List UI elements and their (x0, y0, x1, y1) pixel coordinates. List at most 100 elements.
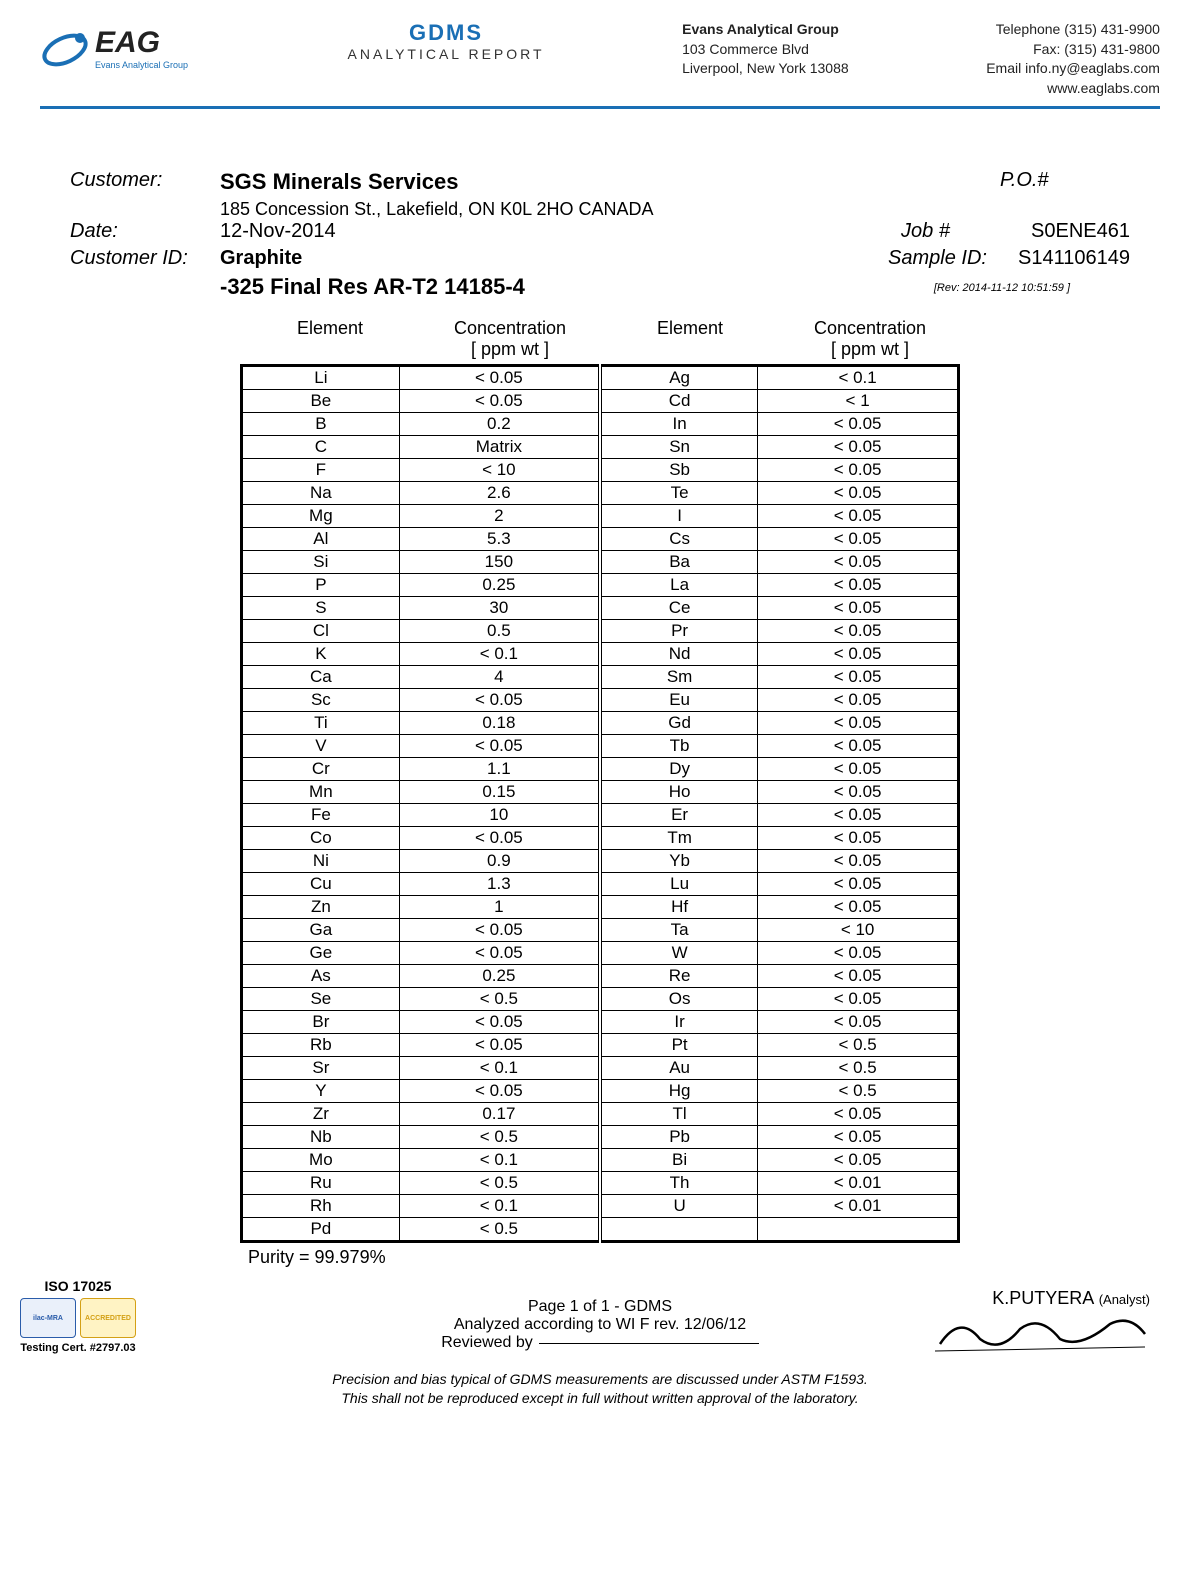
concentration-cell: < 0.05 (758, 735, 959, 758)
element-cell: Sr (242, 1057, 400, 1080)
concentration-cell: < 0.05 (758, 551, 959, 574)
concentration-cell: 1.1 (399, 758, 600, 781)
job-value: S0ENE461 (1031, 220, 1130, 243)
element-cell: Bi (600, 1149, 758, 1172)
element-cell: Be (242, 390, 400, 413)
element-cell: Al (242, 528, 400, 551)
element-cell: Cr (242, 758, 400, 781)
element-cell: Ho (600, 781, 758, 804)
concentration-cell: < 0.05 (758, 643, 959, 666)
concentration-cell: 0.9 (399, 850, 600, 873)
concentration-cell: < 0.05 (399, 366, 600, 390)
table-row: As0.25Re< 0.05 (242, 965, 959, 988)
element-cell: Y (242, 1080, 400, 1103)
concentration-cell: < 0.5 (758, 1034, 959, 1057)
concentration-cell: < 0.05 (758, 965, 959, 988)
element-cell: Ge (242, 942, 400, 965)
element-cell: La (600, 574, 758, 597)
element-cell: Cl (242, 620, 400, 643)
concentration-cell: < 0.05 (399, 1080, 600, 1103)
element-cell: Te (600, 482, 758, 505)
concentration-cell: 0.2 (399, 413, 600, 436)
table-column-headers: Element Concentration[ ppm wt ] Element … (240, 314, 960, 364)
element-cell: Tm (600, 827, 758, 850)
element-cell: Zn (242, 896, 400, 919)
element-cell: Re (600, 965, 758, 988)
element-cell: Ir (600, 1011, 758, 1034)
element-cell: Hg (600, 1080, 758, 1103)
element-cell: Li (242, 366, 400, 390)
iso-title: ISO 17025 (20, 1278, 136, 1294)
table-row: Sc< 0.05Eu< 0.05 (242, 689, 959, 712)
concentration-cell: < 0.05 (758, 1103, 959, 1126)
table-row: Mg2I< 0.05 (242, 505, 959, 528)
table-row: Cr1.1Dy< 0.05 (242, 758, 959, 781)
concentration-cell: < 0.05 (758, 873, 959, 896)
table-row: Ru< 0.5Th< 0.01 (242, 1172, 959, 1195)
email: Email info.ny@eaglabs.com (986, 59, 1160, 79)
table-row: Ga< 0.05Ta< 10 (242, 919, 959, 942)
table-row: Zn1Hf< 0.05 (242, 896, 959, 919)
element-cell: S (242, 597, 400, 620)
concentration-cell: 0.17 (399, 1103, 600, 1126)
element-cell: B (242, 413, 400, 436)
concentration-cell: < 0.05 (758, 505, 959, 528)
concentration-cell: < 0.05 (758, 620, 959, 643)
element-cell: Fe (242, 804, 400, 827)
table-row: Ti0.18Gd< 0.05 (242, 712, 959, 735)
table-row: Ni0.9Yb< 0.05 (242, 850, 959, 873)
concentration-table-wrap: Element Concentration[ ppm wt ] Element … (240, 314, 960, 1268)
element-cell: Co (242, 827, 400, 850)
concentration-cell: < 0.05 (399, 735, 600, 758)
header-conc-2: Concentration[ ppm wt ] (780, 314, 960, 364)
company-address: Evans Analytical Group 103 Commerce Blvd… (682, 20, 849, 79)
element-cell: Th (600, 1172, 758, 1195)
concentration-cell: < 0.05 (758, 459, 959, 482)
element-cell: F (242, 459, 400, 482)
po-label: P.O.# (1000, 169, 1130, 195)
element-cell: Na (242, 482, 400, 505)
concentration-cell: < 0.05 (399, 1034, 600, 1057)
concentration-cell: 0.25 (399, 574, 600, 597)
element-cell: Ba (600, 551, 758, 574)
element-cell: Au (600, 1057, 758, 1080)
element-cell: C (242, 436, 400, 459)
concentration-cell: < 0.05 (758, 942, 959, 965)
report-header: EAG Evans Analytical Group GDMS ANALYTIC… (40, 20, 1160, 109)
concentration-cell: < 0.05 (758, 896, 959, 919)
concentration-cell: < 0.05 (758, 781, 959, 804)
concentration-cell: 2 (399, 505, 600, 528)
element-cell: Sm (600, 666, 758, 689)
element-cell: As (242, 965, 400, 988)
concentration-cell: < 0.5 (399, 988, 600, 1011)
concentration-cell: 1.3 (399, 873, 600, 896)
element-cell: Ca (242, 666, 400, 689)
disclaimer-line2: This shall not be reproduced except in f… (40, 1389, 1160, 1407)
analyst-role: (Analyst) (1099, 1292, 1150, 1307)
element-cell: Ti (242, 712, 400, 735)
element-cell: Ni (242, 850, 400, 873)
element-cell: Si (242, 551, 400, 574)
concentration-cell: 4 (399, 666, 600, 689)
element-cell: Pb (600, 1126, 758, 1149)
report-metadata: Customer: SGS Minerals Services P.O.# 18… (40, 169, 1160, 294)
table-row: F< 10Sb< 0.05 (242, 459, 959, 482)
concentration-cell: < 0.05 (758, 689, 959, 712)
table-row: Nb< 0.5Pb< 0.05 (242, 1126, 959, 1149)
date-label: Date: (70, 220, 220, 243)
sample-value: S141106149 (1018, 247, 1130, 270)
customer-label: Customer: (70, 169, 220, 195)
sample-label: Sample ID: (888, 247, 1018, 270)
concentration-cell: < 0.05 (758, 436, 959, 459)
concentration-cell: < 0.5 (399, 1172, 600, 1195)
table-row: Fe10Er< 0.05 (242, 804, 959, 827)
svg-text:EAG: EAG (95, 26, 160, 59)
concentration-cell: < 0.05 (758, 850, 959, 873)
table-row: Zr0.17Tl< 0.05 (242, 1103, 959, 1126)
concentration-cell: 0.25 (399, 965, 600, 988)
table-row: Sr< 0.1Au< 0.5 (242, 1057, 959, 1080)
element-cell: Lu (600, 873, 758, 896)
element-cell: W (600, 942, 758, 965)
concentration-cell: < 0.01 (758, 1172, 959, 1195)
eag-logo-icon: EAG Evans Analytical Group (40, 20, 210, 80)
